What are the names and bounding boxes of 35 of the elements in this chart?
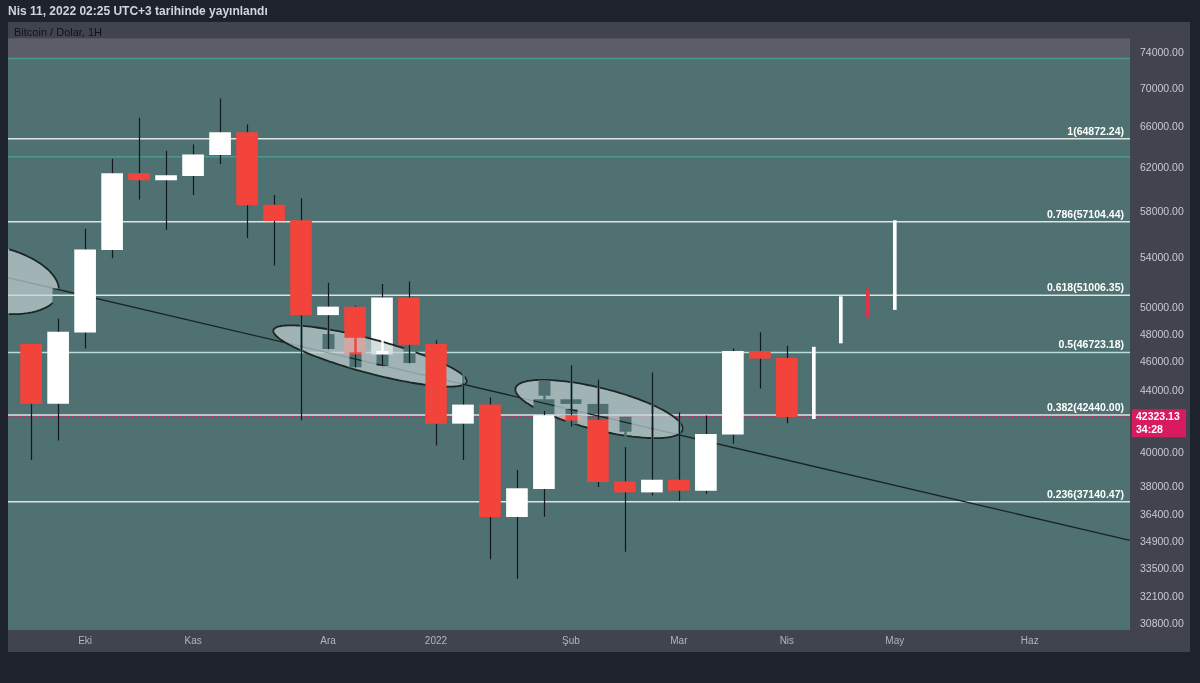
ref-line-label: 0.786(57104.44) xyxy=(1046,207,1124,220)
x-tick-label: Haz xyxy=(1020,634,1039,646)
ref-line-label: 0.382(42440.00) xyxy=(1046,400,1124,413)
ref-line-label: 42323.13 xyxy=(1136,410,1180,423)
y-tick-label: 58000.00 xyxy=(1140,204,1184,217)
y-tick-label: 30800.00 xyxy=(1140,616,1184,629)
y-tick-label: 74000.00 xyxy=(1140,45,1184,58)
y-tick-label: 33500.00 xyxy=(1140,561,1184,574)
y-tick-label: 70000.00 xyxy=(1140,82,1184,95)
x-tick-label: Ara xyxy=(320,634,337,646)
y-tick-label: 44000.00 xyxy=(1140,384,1184,397)
y-tick-label: 66000.00 xyxy=(1140,120,1184,133)
y-tick-label: 38000.00 xyxy=(1140,479,1184,492)
ref-line-label: 0.618(51006.35) xyxy=(1046,281,1124,294)
x-tick-label: Nis xyxy=(779,634,795,646)
chart-subtitle: Nis 11, 2022 02:25 UTC+3 tarihinde yayınlandı xyxy=(8,4,268,18)
ref-line-label: 0.236(37140.47) xyxy=(1046,487,1124,500)
ref-line-label: 0.5(46723.18) xyxy=(1058,338,1124,351)
x-tick-label: 2022 xyxy=(424,634,448,646)
y-tick-label: 48000.00 xyxy=(1140,327,1184,340)
y-tick-label: 32100.00 xyxy=(1140,589,1184,602)
y-tick-label: 62000.00 xyxy=(1140,161,1184,174)
y-tick-label: 34900.00 xyxy=(1140,535,1184,548)
ref-line-label: 1(64872.24) xyxy=(1067,124,1124,137)
text: 34:28 xyxy=(1136,422,1164,435)
y-tick-label: 36400.00 xyxy=(1140,507,1184,520)
y-tick-label: 54000.00 xyxy=(1140,251,1184,264)
x-tick-label: May xyxy=(885,634,905,646)
x-tick-label: Kas xyxy=(184,634,202,646)
x-tick-label: Mar xyxy=(670,634,689,646)
y-tick-label: 46000.00 xyxy=(1140,355,1184,368)
x-tick-label: Şub xyxy=(562,634,581,646)
x-tick-label: Eki xyxy=(78,634,93,646)
y-tick-label: 50000.00 xyxy=(1140,301,1184,314)
y-tick-label: 40000.00 xyxy=(1140,446,1184,459)
